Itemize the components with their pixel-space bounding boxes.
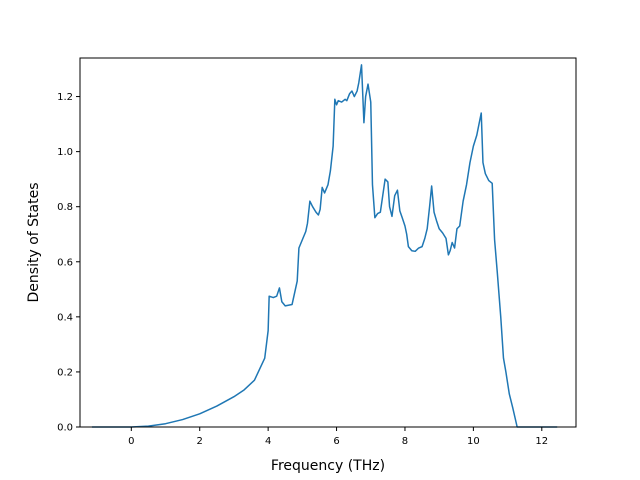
y-axis-label: Density of States	[26, 183, 42, 303]
x-axis-ticks: 0 2 4 6 8 10 12	[128, 427, 548, 447]
x-tick-label: 4	[265, 436, 271, 447]
y-tick-label: 1.2	[57, 92, 73, 103]
dos-series-line	[91, 64, 558, 428]
plot-area	[80, 58, 576, 427]
y-tick-label: 0.2	[57, 367, 73, 378]
x-tick-label: 6	[333, 436, 339, 447]
x-tick-label: 2	[197, 436, 203, 447]
x-tick-label: 12	[535, 436, 548, 447]
plot-frame	[79, 57, 577, 428]
y-tick-label: 0.4	[57, 312, 73, 323]
x-tick-label: 0	[128, 436, 134, 447]
x-tick-label: 8	[402, 436, 408, 447]
series-layer	[91, 64, 558, 428]
x-tick-label: 10	[467, 436, 480, 447]
y-tick-label: 0.6	[57, 257, 73, 268]
y-axis-ticks: 0.0 0.2 0.4 0.6 0.8 1.0 1.2	[57, 92, 80, 434]
y-tick-label: 0.0	[57, 423, 73, 434]
x-axis-label: Frequency (THz)	[271, 458, 385, 474]
y-tick-label: 0.8	[57, 202, 73, 213]
y-tick-label: 1.0	[57, 147, 73, 158]
